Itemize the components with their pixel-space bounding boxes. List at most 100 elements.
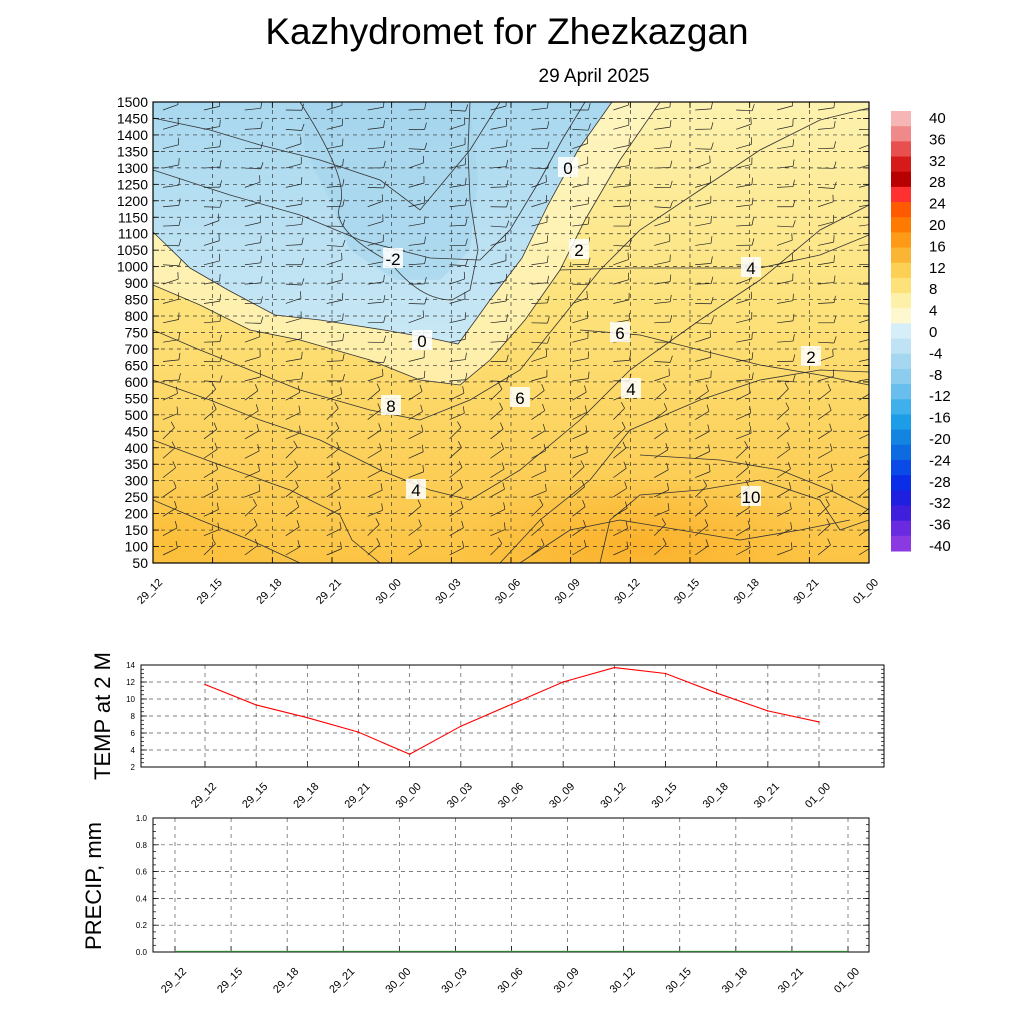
x-tick-label: 30_12 [612,577,642,607]
wind-barb [613,508,628,517]
wind-barb [408,303,425,305]
wind-barb [408,391,423,401]
colorbar-cell [891,399,911,415]
precip-y-tick-label: 0.0 [136,948,148,957]
wind-barb [162,507,177,517]
colorbar-label: -12 [929,388,951,405]
colorbar: 4036322824201612840-4-8-12-16-20-24-28-3… [891,110,951,555]
wind-barb [244,545,258,556]
wind-barb [776,548,793,556]
svg-text:10: 10 [742,488,761,507]
colorbar-label: 4 [929,303,937,320]
wind-barb [162,264,179,267]
wind-barb [490,428,504,440]
temp-y-tick-label: 10 [126,695,135,704]
wind-barb [203,409,217,420]
wind-barb [449,507,464,517]
wind-barb [695,263,712,266]
wind-barb [613,124,629,130]
wind-barb [408,451,424,459]
wind-barb [408,108,425,111]
wind-barb [817,450,833,459]
wind-barb [572,546,587,556]
wind-barb [858,393,869,401]
wind-barb [654,240,670,246]
wind-barb [736,143,752,150]
wind-barb [162,104,179,111]
wind-barb [736,379,753,382]
wind-barb [817,430,832,440]
wind-barb [326,468,341,478]
temp-point [255,704,257,706]
wind-barb [858,224,869,227]
wind-barb [367,489,383,498]
wind-barb [654,106,671,111]
y-tick-label: 250 [125,489,149,505]
x-tick-label: 29_18 [254,577,284,607]
wind-barb [244,222,261,227]
wind-barb [285,446,298,459]
colorbar-cell [891,520,911,537]
colorbar-label: -20 [929,431,951,448]
wind-barb [695,431,710,440]
wind-barb [203,280,220,285]
wind-barb [736,412,751,420]
wind-barb [613,165,630,169]
colorbar-cell [891,535,911,552]
wind-barb [203,106,220,111]
wind-barb [162,467,176,478]
wind-barb [777,125,793,130]
wind-barb [858,413,869,420]
temperature-panel: 14 12 10 8 6 4 2 29_12 29_15 29_18 29_21 30_00 30_0… [90,652,885,811]
colorbar-cell [891,186,911,203]
wind-barb [613,487,627,498]
temp-point [408,753,411,756]
svg-text:4: 4 [626,380,635,399]
temp-y-tick-label: 12 [126,678,135,687]
wind-barb [817,410,832,420]
wind-barb [858,164,869,169]
colorbar-label: 36 [929,131,946,148]
wind-barb [818,302,835,304]
wind-barb [408,431,424,440]
wind-barb [531,430,546,440]
wind-barb [367,321,384,324]
wind-barb [572,283,589,286]
isotherm-line [153,102,501,211]
wind-barb [203,489,219,498]
y-tick-label: 650 [125,357,149,373]
y-tick-label: 850 [125,292,149,308]
wind-barb [736,204,753,208]
wind-barb [654,449,669,459]
colorbar-cell [891,505,911,522]
y-tick-label: 1450 [117,110,148,126]
precip-x-tick-label: 30_03 [439,966,469,996]
wind-barb [858,453,869,459]
precip-x-tick-label: 30_21 [776,966,806,996]
wind-barb [326,245,343,247]
contour-label: 6 [510,387,530,408]
temp-x-tick-label: 29_12 [189,781,219,811]
wind-barb [244,322,261,324]
wind-barb [367,281,384,285]
wind-barb [490,543,503,556]
wind-barb [449,427,462,440]
wind-barb [654,206,671,209]
colorbar-cell [891,444,911,461]
wind-barb [490,146,507,150]
wind-barb [572,297,588,304]
precip-x-tick-label: 29_18 [271,966,301,996]
wind-barb [162,527,178,536]
wind-barb [367,261,384,266]
wind-barb [203,509,219,517]
contour-label: 2 [569,239,589,260]
y-tick-label: 1400 [117,127,148,143]
wind-barb [162,144,179,150]
wind-barb [490,529,506,536]
wind-barb [654,126,671,130]
colorbar-label: 28 [929,174,946,191]
wind-barb [572,378,589,382]
wind-barb [408,182,425,188]
wind-barb [408,471,424,478]
